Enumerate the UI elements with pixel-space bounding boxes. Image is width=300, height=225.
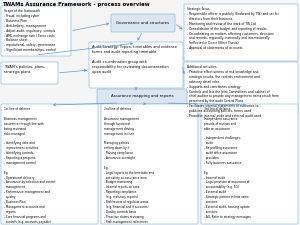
- FancyBboxPatch shape: [201, 104, 298, 224]
- FancyBboxPatch shape: [1, 6, 71, 56]
- FancyBboxPatch shape: [89, 42, 183, 88]
- Text: 3rd line of defence

Independent assurance
provide of reviews and
able on assura: 3rd line of defence Independent assuranc…: [204, 107, 251, 219]
- FancyBboxPatch shape: [97, 89, 187, 104]
- FancyBboxPatch shape: [1, 104, 98, 224]
- FancyBboxPatch shape: [1, 62, 58, 84]
- Text: Strategic focus
- Responsible officer is publicly (Endorsed by TW) and set for
 : Strategic focus - Responsible officer is…: [187, 7, 279, 50]
- FancyBboxPatch shape: [101, 104, 198, 224]
- Text: TWAM's policies, plans,
strategic plans: TWAM's policies, plans, strategic plans: [4, 65, 45, 74]
- Text: TWAMs Assurance Framework - process overview: TWAMs Assurance Framework - process over…: [2, 2, 150, 7]
- FancyBboxPatch shape: [184, 4, 298, 61]
- Text: Scope of the framework
- Fraud, including cyber
- Business Plan
- Anti-bribery, : Scope of the framework - Fraud, includin…: [4, 9, 56, 52]
- Text: 2nd line of defence

Assurance management
through functional
management driving
: 2nd line of defence Assurance management…: [104, 107, 154, 224]
- FancyBboxPatch shape: [111, 14, 175, 32]
- Text: Audit Strategy: Topics, timetables and evidence
forms and audit reporting timeta: Audit Strategy: Topics, timetables and e…: [92, 45, 177, 74]
- FancyBboxPatch shape: [184, 62, 298, 114]
- Text: Additional activities
- Proactive effectiveness of risk knowledge and
  strategi: Additional activities - Proactive effect…: [187, 65, 279, 118]
- Text: 1st line of defence

Business management
assurance through line with
being revie: 1st line of defence Business management …: [4, 107, 55, 225]
- Text: Assurance mapping and reports: Assurance mapping and reports: [111, 94, 173, 99]
- Text: Governance and structures: Governance and structures: [116, 21, 170, 25]
